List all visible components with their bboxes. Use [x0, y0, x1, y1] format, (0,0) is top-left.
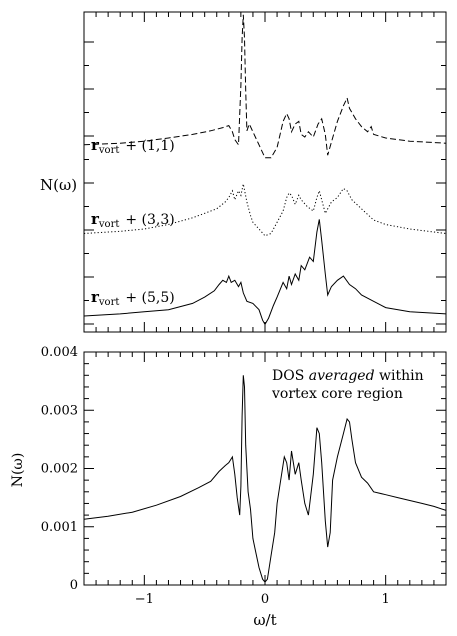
y-tick-label: 0.001: [41, 520, 78, 535]
bottom-series-line: [83, 375, 447, 583]
series-label-subscript: vort: [98, 145, 119, 156]
top-ylabel: N(ω): [40, 176, 77, 194]
annotation-text: DOS: [272, 368, 309, 384]
bottom-ylabel: N(ω): [10, 453, 26, 488]
x-axis-label: ω/t: [253, 611, 276, 629]
series-label-3: rvort + (5,5): [91, 288, 175, 308]
series-label-offset: + (5,5): [125, 290, 174, 306]
series-label-subscript: vort: [98, 297, 119, 308]
series-label-offset: + (1,1): [125, 138, 174, 154]
x-tick-label: −1: [135, 592, 154, 607]
series-label-r: r: [91, 136, 100, 154]
y-tick-label: 0.004: [41, 345, 78, 360]
series-label-r: r: [91, 288, 100, 306]
top-series-line-3: [83, 219, 447, 326]
annotation-line-1: DOS averaged within: [272, 368, 424, 384]
annotation-italic: averaged: [309, 368, 375, 384]
top-series-line-2: [83, 183, 447, 237]
y-tick-label: 0.002: [41, 462, 78, 477]
series-label-1: rvort + (1,1): [91, 136, 175, 156]
x-tick-label: 0: [261, 592, 269, 607]
series-label-offset: + (3,3): [125, 212, 174, 228]
top-panel-frame: [83, 11, 447, 333]
series-label-2: rvort + (3,3): [91, 210, 175, 230]
y-tick-label: 0: [70, 578, 78, 593]
top-series-line-1: [83, 14, 447, 159]
series-label-r: r: [91, 210, 100, 228]
annotation-text: within: [375, 368, 424, 384]
x-tick-label: 1: [382, 592, 390, 607]
y-tick-label: 0.003: [41, 403, 78, 418]
annotation-line-2: vortex core region: [271, 386, 403, 402]
series-label-subscript: vort: [98, 219, 119, 230]
